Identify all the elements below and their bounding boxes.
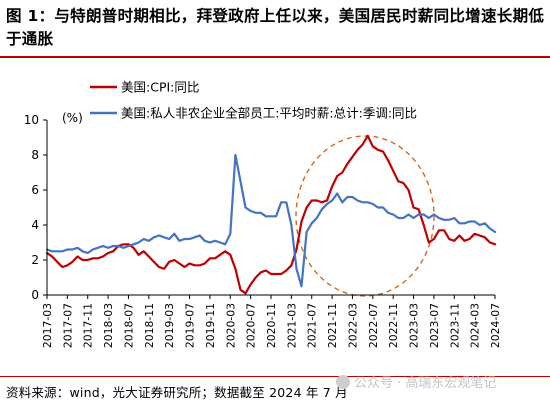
watermark-text: 公众号 · 高瑞东宏观笔记 — [354, 376, 497, 391]
x-tick-label: 2021-03 — [285, 303, 298, 348]
y-tick-label: 10 — [24, 113, 39, 127]
x-tick-label: 2017-03 — [41, 303, 54, 348]
x-tick-label: 2024-07 — [489, 303, 502, 348]
x-tick-label: 2023-07 — [428, 303, 441, 348]
x-tick-label: 2021-07 — [306, 303, 319, 348]
x-tick-label: 2022-07 — [367, 303, 380, 348]
y-tick-label: 4 — [31, 218, 39, 232]
source-divider — [0, 376, 550, 377]
x-tick-label: 2020-11 — [265, 303, 278, 348]
x-tick-label: 2020-03 — [224, 303, 237, 348]
x-tick-label: 2019-07 — [184, 303, 197, 348]
x-tick-label: 2017-07 — [61, 303, 74, 348]
x-tick-label: 2023-11 — [448, 303, 461, 348]
x-tick-label: 2021-11 — [326, 303, 339, 348]
x-tick-label: 2020-07 — [245, 303, 258, 348]
x-tick-label: 2019-03 — [163, 303, 176, 348]
x-tick-label: 2018-07 — [122, 303, 135, 348]
x-tick-label: 2024-03 — [469, 303, 482, 348]
x-tick-label: 2018-03 — [102, 303, 115, 348]
y-tick-label: 8 — [31, 148, 39, 162]
x-tick-label: 2022-11 — [387, 303, 400, 348]
wechat-icon — [336, 374, 350, 389]
x-tick-label: 2019-11 — [204, 303, 217, 348]
series-line-cpi — [45, 134, 497, 295]
chart-title: 图 1：与特朗普时期相比，拜登政府上任以来，美国居民时薪同比增速长期低于通胀 — [6, 7, 545, 48]
y-tick-label: 6 — [31, 183, 39, 197]
watermark: 公众号 · 高瑞东宏观笔记 — [336, 372, 496, 391]
legend-label: 美国:私人非农企业全部员工:平均时薪:总计:季调:同比 — [121, 106, 417, 121]
y-tick-label: 0 — [31, 288, 39, 302]
line-chart: (%) 0 2 4 6 8 10 2017-03 2017-07 2017-11 2018-03… — [24, 80, 502, 349]
source-note: 资料来源：wind，光大证券研究所；数据截至 2024 年 7 月 — [6, 385, 348, 400]
y-unit-label: (%) — [62, 111, 83, 125]
series-line-hourly-earnings — [45, 153, 497, 288]
x-tick-label: 2017-11 — [82, 303, 95, 348]
highlight-ellipse — [295, 135, 435, 297]
x-tick-label: 2018-11 — [143, 303, 156, 348]
y-tick-label: 2 — [31, 253, 39, 267]
x-tick-label: 2022-03 — [346, 303, 359, 348]
title-divider — [0, 56, 550, 58]
legend-label: 美国:CPI:同比 — [121, 80, 199, 95]
x-tick-label: 2023-03 — [408, 303, 421, 348]
